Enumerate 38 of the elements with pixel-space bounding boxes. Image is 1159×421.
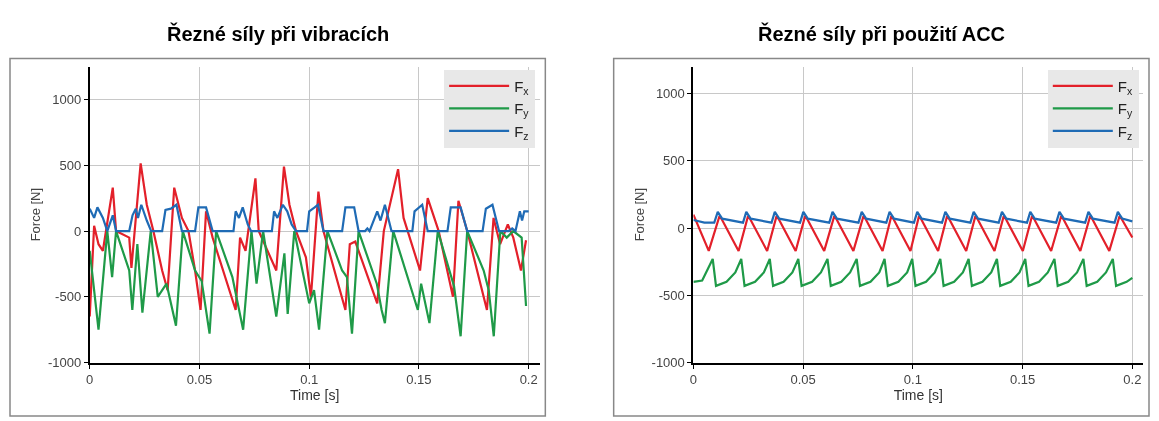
legend-label: F$_{x}$ bbox=[514, 77, 530, 97]
y-tick-label: 1000 bbox=[52, 92, 82, 108]
line-series bbox=[89, 229, 528, 338]
line-series bbox=[693, 257, 1134, 287]
line-series bbox=[693, 213, 1134, 253]
y-tick-label: 0 bbox=[73, 223, 82, 239]
x-tick-label: 0.15 bbox=[1009, 372, 1036, 388]
chart-title: Řezné síly při vibracích bbox=[167, 22, 390, 45]
x-tick-label: 0.1 bbox=[903, 372, 922, 388]
y-tick-label: -500 bbox=[55, 289, 82, 305]
line-series bbox=[89, 162, 528, 318]
y-axis-title: Force [N] bbox=[28, 187, 44, 242]
y-tick-label: -1000 bbox=[651, 355, 685, 371]
line-series bbox=[693, 210, 1134, 224]
legend-label: F$_{x}$ bbox=[1117, 77, 1133, 97]
legend-label: F$_{z}$ bbox=[1117, 122, 1133, 142]
x-tick-label: 0.05 bbox=[186, 372, 213, 388]
x-tick-label: 0 bbox=[689, 372, 698, 388]
legend-label: F$_{y}$ bbox=[514, 100, 530, 120]
line-series bbox=[89, 203, 530, 233]
x-tick-label: 0 bbox=[86, 372, 94, 388]
x-axis-title: Time [s] bbox=[290, 387, 340, 404]
legend-label: F$_{z}$ bbox=[514, 122, 529, 142]
y-tick-label: 500 bbox=[663, 153, 685, 169]
x-tick-label: 0.2 bbox=[519, 372, 538, 388]
x-tick-label: 0.15 bbox=[406, 372, 432, 388]
y-tick-label: -500 bbox=[658, 287, 685, 303]
x-tick-label: 0.05 bbox=[790, 372, 816, 388]
x-axis-title: Time [s] bbox=[893, 387, 943, 404]
y-tick-label: 1000 bbox=[655, 86, 685, 102]
chart-title: Řezné síly při použití ACC bbox=[758, 22, 1006, 45]
x-tick-label: 0.1 bbox=[300, 372, 319, 388]
legend-label: F$_{y}$ bbox=[1117, 100, 1133, 120]
y-tick-label: 0 bbox=[677, 220, 685, 236]
x-tick-label: 0.2 bbox=[1123, 372, 1142, 388]
y-tick-label: 500 bbox=[59, 157, 82, 173]
y-axis-title: Force [N] bbox=[632, 187, 647, 242]
y-tick-label: -1000 bbox=[47, 355, 82, 371]
